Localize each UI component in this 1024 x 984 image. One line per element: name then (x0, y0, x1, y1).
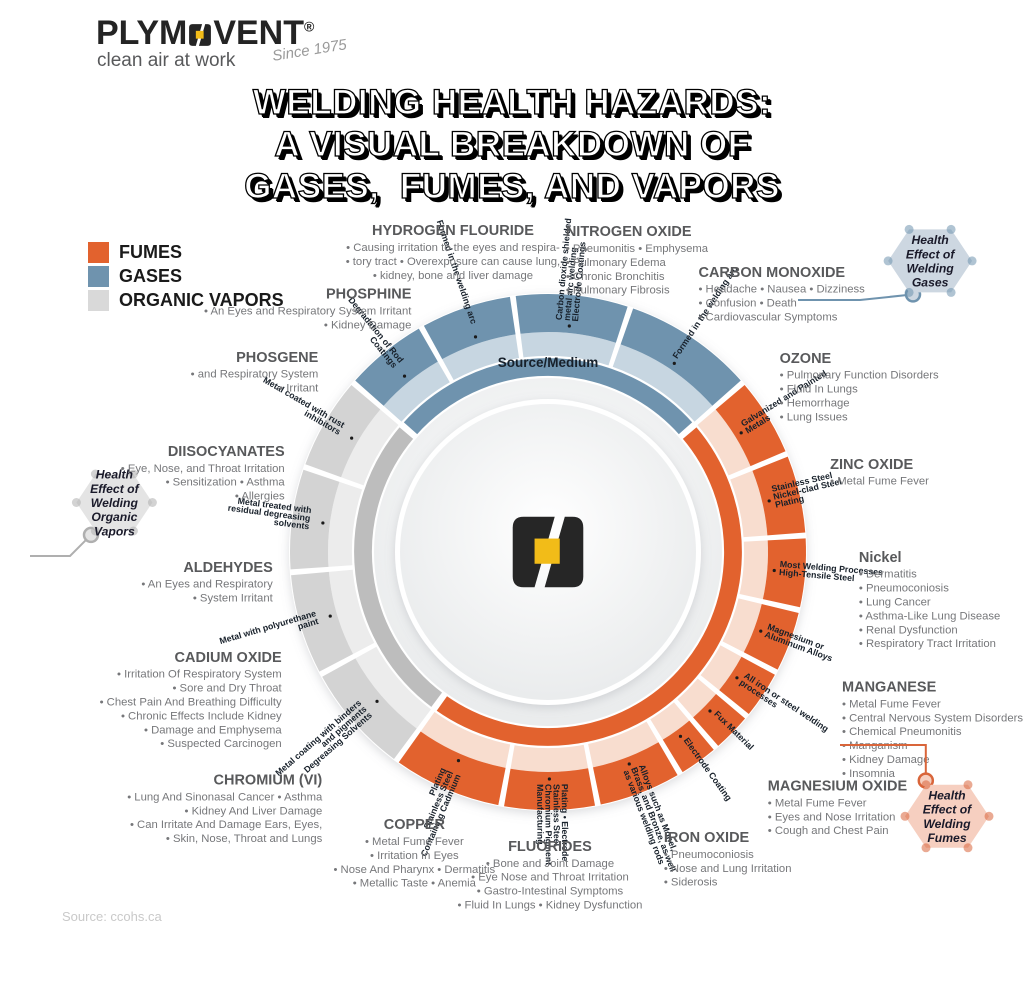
svg-text:• Fluid In Lungs: • Fluid In Lungs (780, 384, 858, 396)
svg-text:• Pulmonary Edema: • Pulmonary Edema (566, 257, 667, 269)
svg-text:IRON OXIDE: IRON OXIDE (664, 830, 750, 846)
svg-text:OZONE: OZONE (780, 351, 832, 367)
svg-text:• Gastro-Intestinal Symptoms: • Gastro-Intestinal Symptoms (477, 886, 624, 898)
svg-text:• Pneumonitis • Emphysema: • Pneumonitis • Emphysema (566, 243, 709, 255)
svg-text:• Metal Fume Fever: • Metal Fume Fever (830, 476, 929, 488)
svg-text:• Bone and Joint Damage: • Bone and Joint Damage (486, 858, 614, 870)
svg-text:• Renal Dysfunction: • Renal Dysfunction (859, 624, 958, 636)
svg-text:ALDEHYDES: ALDEHYDES (183, 560, 273, 576)
svg-text:• Eye, Nose, and Throat Irrita: • Eye, Nose, and Throat Irritation (121, 463, 285, 475)
svg-text:• Fluid In Lungs • Kidney Dysf: • Fluid In Lungs • Kidney Dysfunction (457, 900, 642, 912)
svg-text:Nickel: Nickel (859, 550, 902, 566)
svg-text:• kidney, bone and liver damag: • kidney, bone and liver damage (373, 270, 533, 282)
svg-text:• Headache • Nausea • Dizzines: • Headache • Nausea • Dizziness (698, 284, 865, 296)
svg-text:• Metal Fume Fever: • Metal Fume Fever (842, 698, 941, 710)
svg-text:• Can Irritate And Damage Ears: • Can Irritate And Damage Ears, Eyes, (130, 819, 322, 831)
svg-text:• Chronic Effects Include Kidn: • Chronic Effects Include Kidney (121, 710, 282, 722)
svg-text:• Kidney Damage: • Kidney Damage (842, 754, 929, 766)
svg-text:• Chemical Pneumonitis: • Chemical Pneumonitis (842, 726, 962, 738)
svg-text:• Pulmonary Fibrosis: • Pulmonary Fibrosis (566, 285, 670, 297)
svg-text:• Pneumoconiosis: • Pneumoconiosis (664, 849, 754, 861)
svg-text:CHROMIUM (VI): CHROMIUM (VI) (214, 773, 323, 789)
svg-text:HYDROGEN FLOURIDE: HYDROGEN FLOURIDE (372, 223, 534, 239)
svg-text:• Kidney And Liver Damage: • Kidney And Liver Damage (185, 805, 323, 817)
svg-text:• Metal Fume Fever: • Metal Fume Fever (365, 836, 464, 848)
svg-text:• Irritation Of Respiratory Sy: • Irritation Of Respiratory System (117, 669, 282, 681)
svg-text:DIISOCYANATES: DIISOCYANATES (168, 444, 285, 460)
svg-text:• Pulmonary Function Disorders: • Pulmonary Function Disorders (780, 370, 939, 382)
svg-text:• Hemorrhage: • Hemorrhage (780, 398, 850, 410)
svg-text:FLUORIDES: FLUORIDES (508, 839, 592, 855)
svg-text:• Kidney Damage: • Kidney Damage (324, 319, 411, 331)
svg-text:• Pneumoconiosis: • Pneumoconiosis (859, 583, 949, 595)
svg-text:• Allergies: • Allergies (235, 491, 285, 503)
svg-text:Source/Medium: Source/Medium (498, 355, 599, 370)
svg-text:• Cough and Chest Pain: • Cough and Chest Pain (768, 825, 889, 837)
svg-text:NITROGEN OXIDE: NITROGEN OXIDE (566, 224, 692, 240)
svg-text:• An Eyes and Respiratory: • An Eyes and Respiratory (141, 579, 273, 591)
svg-text:PHOSPHINE: PHOSPHINE (326, 287, 412, 303)
svg-text:• Lung Issues: • Lung Issues (780, 411, 848, 423)
svg-text:• Sore and Dry Throat: • Sore and Dry Throat (172, 683, 282, 695)
svg-text:ZINC OXIDE: ZINC OXIDE (830, 457, 913, 473)
svg-text:MANGANESE: MANGANESE (842, 680, 937, 696)
svg-text:• Respiratory Tract Irritation: • Respiratory Tract Irritation (859, 638, 996, 650)
svg-text:• and Respiratory System: • and Respiratory System (191, 369, 319, 381)
svg-text:CARBON MONOXIDE: CARBON MONOXIDE (698, 265, 845, 281)
svg-text:CADIUM OXIDE: CADIUM OXIDE (175, 650, 282, 666)
svg-text:• Nose And Pharynx • Dermatiti: • Nose And Pharynx • Dermatitis (333, 864, 495, 876)
svg-text:• Sensitization • Asthma: • Sensitization • Asthma (166, 477, 286, 489)
svg-text:• Irritant: • Irritant (279, 383, 319, 395)
svg-text:• Suspected Carcinogen: • Suspected Carcinogen (160, 738, 281, 750)
svg-text:• Metallic Taste • Anemia: • Metallic Taste • Anemia (353, 878, 477, 890)
svg-text:MAGNESIUM OXIDE: MAGNESIUM OXIDE (768, 779, 908, 795)
svg-text:• Cardiovascular Symptoms: • Cardiovascular Symptoms (698, 311, 837, 323)
svg-text:• Metal Fume Fever: • Metal Fume Fever (768, 797, 867, 809)
svg-text:• Dermatitis: • Dermatitis (859, 569, 917, 581)
svg-text:• System Irritant: • System Irritant (193, 593, 274, 605)
svg-text:COPPER: COPPER (384, 817, 446, 833)
svg-text:• Central Nervous System Disor: • Central Nervous System Disorders (842, 712, 1023, 724)
svg-text:• Lung Cancer: • Lung Cancer (859, 597, 931, 609)
svg-text:• Lung And Sinonasal Cancer •: • Lung And Sinonasal Cancer • Asthma (127, 791, 323, 803)
svg-text:• Siderosis: • Siderosis (664, 877, 718, 889)
svg-text:• Manganism: • Manganism (842, 740, 908, 752)
svg-text:• Irritation In Eyes: • Irritation In Eyes (370, 850, 459, 862)
svg-text:• tory tract • Overexposure ca: • tory tract • Overexposure can cause lu… (346, 256, 561, 268)
svg-text:• Causing irritation to the ey: • Causing irritation to the eyes and res… (346, 242, 560, 254)
svg-text:PHOSGENE: PHOSGENE (236, 350, 319, 366)
svg-text:• Chronic Bronchitis: • Chronic Bronchitis (566, 271, 665, 283)
svg-text:• Skin, Nose, Throat and Lungs: • Skin, Nose, Throat and Lungs (166, 833, 323, 845)
svg-text:• Eyes and Nose Irritation: • Eyes and Nose Irritation (768, 811, 896, 823)
svg-text:• Asthma-Like Lung Disease: • Asthma-Like Lung Disease (859, 610, 1000, 622)
svg-text:• Damage and Emphysema: • Damage and Emphysema (144, 724, 282, 736)
svg-text:• Chest Pain And Breathing Dif: • Chest Pain And Breathing Difficulty (100, 697, 282, 709)
svg-text:• An Eyes and Respiratory Syst: • An Eyes and Respiratory System Irritan… (204, 305, 412, 317)
svg-text:• Confusion • Death: • Confusion • Death (698, 298, 796, 310)
svg-text:• Nose and Lung Irritation: • Nose and Lung Irritation (664, 863, 792, 875)
